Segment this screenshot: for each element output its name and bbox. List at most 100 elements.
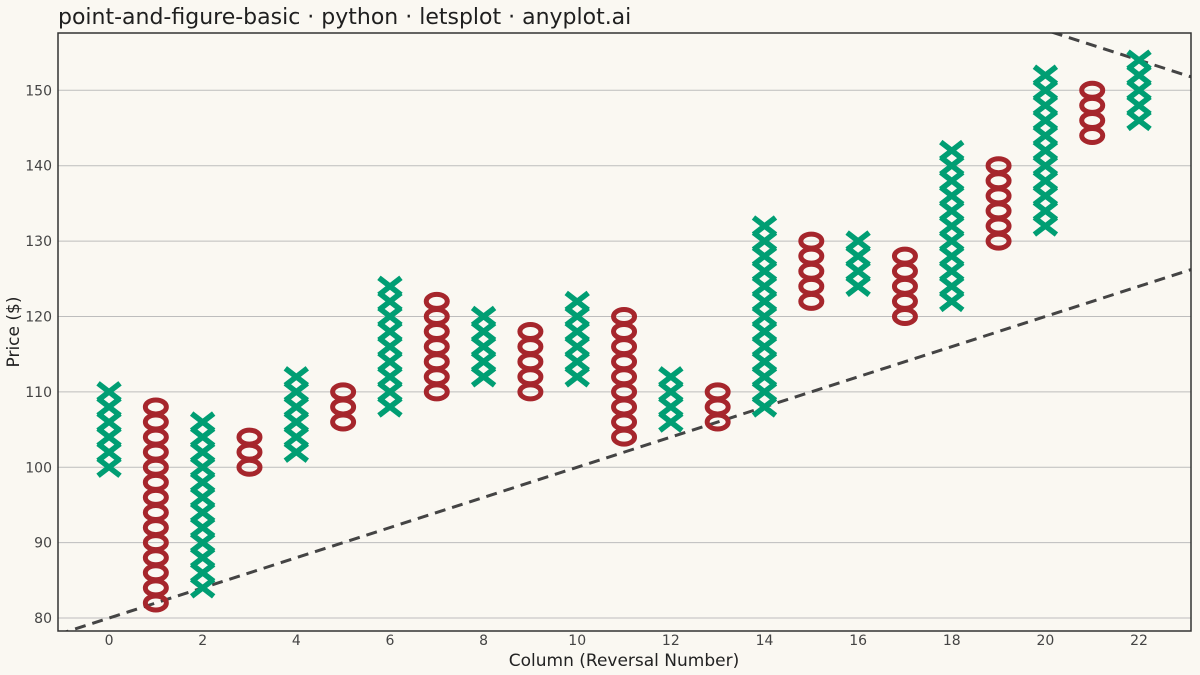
x-mark: [845, 275, 871, 297]
x-mark: [1032, 124, 1059, 147]
y-axis-title: Price ($): [4, 297, 24, 368]
x-mark: [470, 366, 497, 388]
x-mark: [1126, 49, 1152, 71]
x-mark: [939, 230, 965, 252]
x-mark: [283, 411, 309, 433]
x-mark: [377, 396, 403, 418]
pnf-column-17: [891, 246, 918, 326]
x-mark: [1032, 155, 1059, 177]
x-mark: [377, 320, 403, 343]
x-mark: [470, 335, 497, 358]
pnf-column-2: [189, 411, 216, 599]
y-tick-label: 110: [25, 385, 52, 401]
x-mark: [96, 411, 122, 433]
x-mark: [564, 290, 590, 313]
o-mark: [517, 322, 544, 342]
x-mark: [377, 290, 403, 313]
x-mark: [377, 366, 403, 388]
x-mark: [189, 486, 216, 509]
x-mark: [939, 155, 965, 177]
x-mark: [939, 260, 965, 282]
o-mark: [236, 427, 263, 447]
x-mark: [1032, 185, 1059, 207]
x-mark: [1032, 64, 1059, 86]
x-mark: [939, 139, 965, 162]
y-tick-label: 120: [25, 309, 52, 325]
x-mark: [1032, 139, 1059, 162]
x-tick-label: 12: [662, 633, 680, 649]
x-mark: [189, 531, 216, 554]
x-tick-label: 14: [756, 633, 774, 649]
pnf-column-8: [470, 305, 497, 388]
o-mark: [798, 231, 825, 251]
o-mark: [1079, 80, 1106, 100]
pnf-column-12: [658, 366, 684, 433]
y-tick-label: 90: [34, 536, 52, 552]
pnf-column-9: [517, 322, 544, 402]
x-axis-ticks: 0 2 4 6 8 10 12 14 16 18 20 22: [105, 633, 1148, 649]
o-mark: [330, 382, 357, 402]
o-mark: [142, 397, 169, 417]
x-mark: [1126, 109, 1152, 132]
support-trend-line: [63, 268, 1191, 631]
x-mark: [189, 456, 216, 478]
x-mark: [1126, 79, 1152, 101]
x-mark: [1126, 64, 1152, 86]
x-tick-label: 6: [385, 633, 394, 649]
x-mark: [1032, 94, 1059, 117]
x-mark: [283, 441, 309, 463]
x-mark: [377, 381, 403, 403]
x-mark: [751, 320, 778, 343]
x-axis-title: Column (Reversal Number): [509, 651, 739, 671]
o-mark: [423, 291, 450, 311]
pnf-marks: [96, 49, 1152, 613]
x-tick-label: 0: [105, 633, 114, 649]
x-mark: [283, 426, 309, 448]
x-mark: [96, 456, 122, 478]
pnf-column-11: [611, 306, 638, 447]
x-mark: [564, 351, 590, 373]
x-mark: [845, 260, 871, 282]
x-mark: [189, 411, 216, 433]
x-mark: [751, 245, 778, 267]
x-tick-label: 22: [1130, 633, 1148, 649]
x-mark: [751, 290, 778, 313]
x-mark: [939, 200, 965, 222]
x-mark: [189, 562, 216, 584]
pnf-column-13: [704, 382, 731, 432]
o-mark: [611, 306, 638, 326]
x-mark: [658, 396, 684, 418]
x-mark: [751, 381, 778, 403]
x-mark: [1032, 215, 1059, 237]
x-tick-label: 2: [198, 633, 207, 649]
x-mark: [751, 230, 778, 252]
x-mark: [751, 351, 778, 373]
x-mark: [189, 547, 216, 569]
pnf-column-4: [283, 366, 309, 463]
x-mark: [96, 441, 122, 463]
pnf-column-18: [939, 139, 965, 313]
x-mark: [189, 426, 216, 448]
x-mark: [189, 441, 216, 463]
x-mark: [96, 381, 122, 403]
x-mark: [564, 335, 590, 358]
x-mark: [96, 396, 122, 418]
y-axis-ticks: 80 90 100 110 120 130 140 150: [25, 83, 52, 627]
y-tick-label: 140: [25, 159, 52, 175]
x-mark: [1032, 79, 1059, 101]
pnf-column-22: [1126, 49, 1152, 132]
x-mark: [751, 275, 778, 297]
x-mark: [658, 366, 684, 388]
x-mark: [377, 351, 403, 373]
x-mark: [377, 275, 403, 297]
o-mark: [704, 382, 731, 402]
x-mark: [377, 335, 403, 358]
pnf-column-10: [564, 290, 590, 388]
pnf-column-5: [330, 382, 357, 432]
pnf-column-0: [96, 381, 122, 478]
x-mark: [939, 185, 965, 207]
x-mark: [751, 396, 778, 418]
pnf-column-20: [1032, 64, 1059, 237]
